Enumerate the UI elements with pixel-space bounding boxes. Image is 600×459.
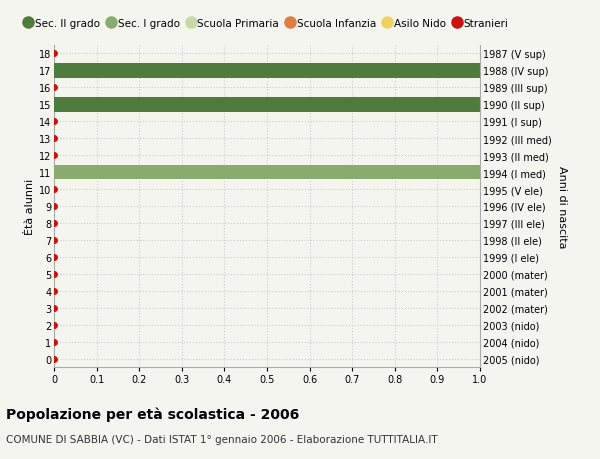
Bar: [54, 98, 480, 112]
Text: COMUNE DI SABBIA (VC) - Dati ISTAT 1° gennaio 2006 - Elaborazione TUTTITALIA.IT: COMUNE DI SABBIA (VC) - Dati ISTAT 1° ge…: [6, 434, 437, 444]
Legend: Sec. II grado, Sec. I grado, Scuola Primaria, Scuola Infanzia, Asilo Nido, Stran: Sec. II grado, Sec. I grado, Scuola Prim…: [26, 19, 508, 29]
Y-axis label: Anni di nascita: Anni di nascita: [557, 165, 567, 248]
Y-axis label: Ètà alunni: Ètà alunni: [25, 179, 35, 235]
Text: Popolazione per età scolastica - 2006: Popolazione per età scolastica - 2006: [6, 406, 299, 421]
Bar: [54, 166, 480, 180]
Bar: [54, 64, 480, 78]
